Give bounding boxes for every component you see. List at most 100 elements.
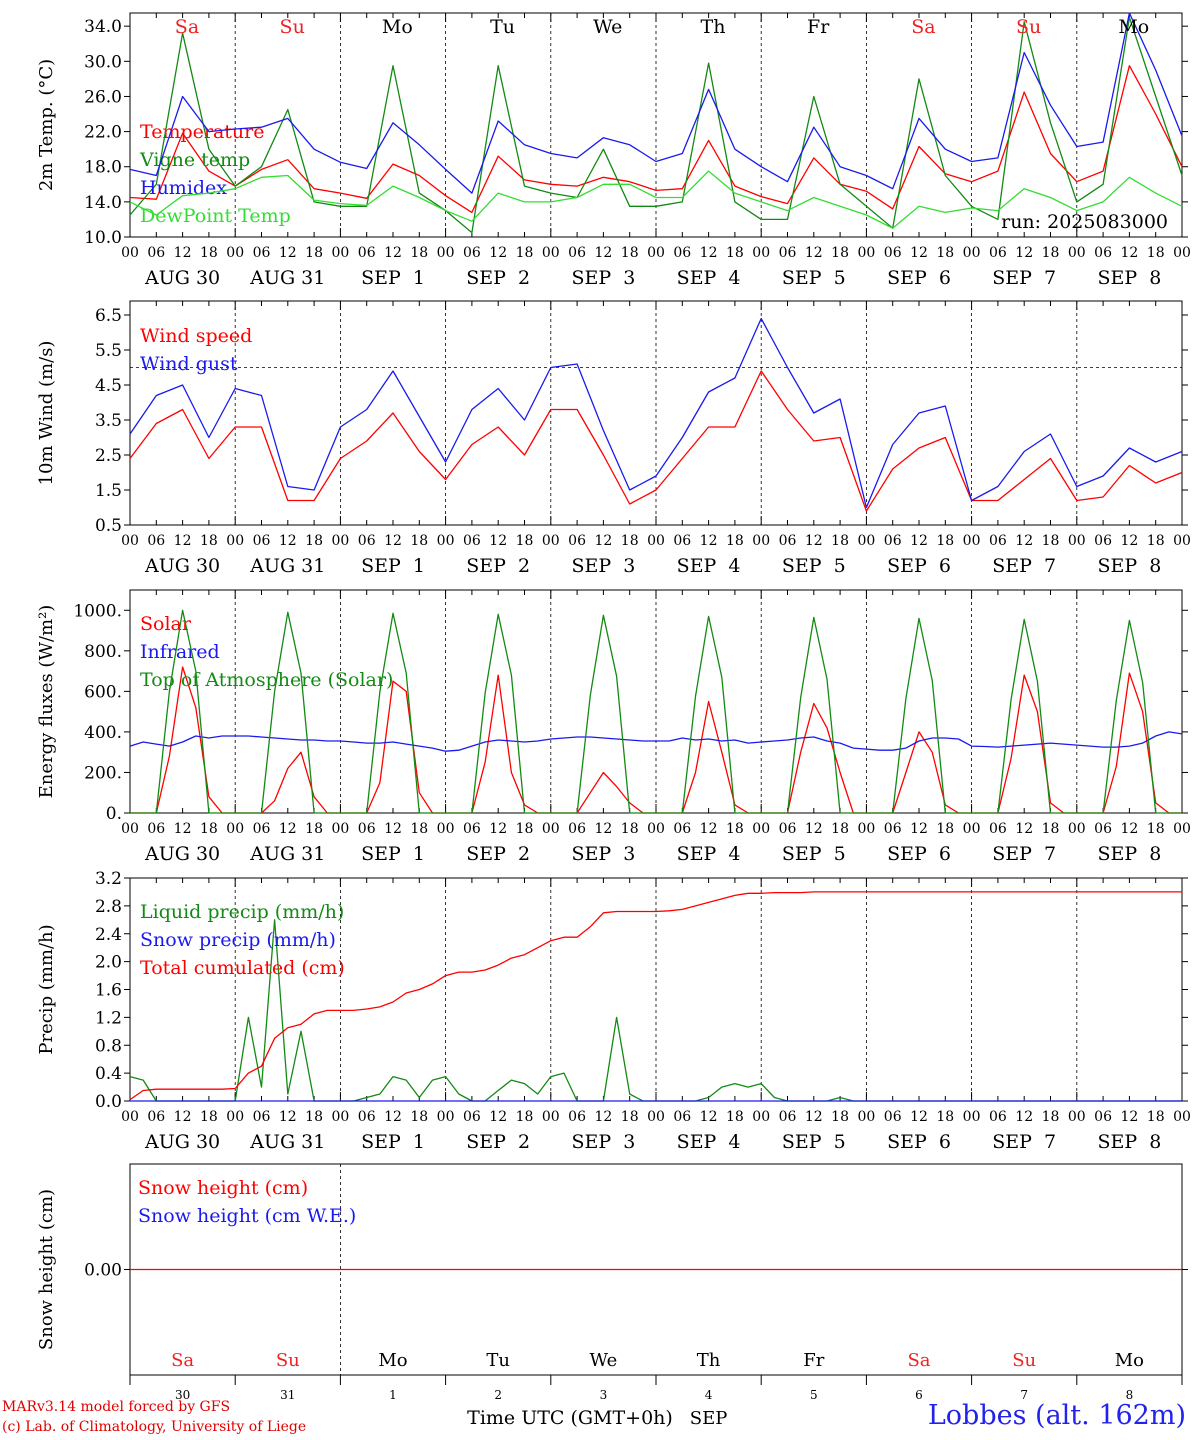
hour-label: 06 [253,821,271,837]
hour-label: 00 [437,533,455,549]
hour-label: 00 [1068,533,1086,549]
hour-label: 06 [568,533,586,549]
hour-label: 18 [305,533,323,549]
date-label: SEP 5 [782,1131,846,1153]
hour-label: 06 [884,821,902,837]
date-label: SEP 5 [782,555,846,577]
date-label: SEP 2 [466,267,530,289]
y-tick-label: 22.0 [84,123,122,143]
y-axis-label: Energy fluxes (W/m²) [36,605,57,799]
date-label: AUG 31 [249,555,325,577]
date-label: SEP 2 [466,843,530,865]
y-tick-label: 0.4 [95,1064,122,1084]
hour-label: 00 [647,533,665,549]
hour-label: 00 [857,533,875,549]
hour-label: 18 [200,821,218,837]
y-tick-label: 3.2 [95,869,122,889]
date-label: SEP 7 [992,843,1056,865]
hour-label: 06 [253,245,271,261]
station-label: Lobbes (alt. 162m) [927,1400,1186,1431]
y-tick-label: 1.5 [95,481,122,501]
day-number: 6 [915,1388,923,1402]
y-tick-label: 0.00 [84,1261,122,1281]
date-label: SEP 6 [887,555,951,577]
hour-label: 00 [647,821,665,837]
hour-label: 06 [568,1109,586,1125]
hour-label: 06 [673,1109,691,1125]
hour-label: 18 [305,1109,323,1125]
date-label: SEP 3 [571,267,635,289]
series-line [129,370,1183,512]
hour-label: 18 [1147,533,1165,549]
hour-label: 12 [700,1109,718,1125]
month-label: SEP [690,1408,728,1429]
hour-label: 06 [147,821,165,837]
y-tick-label: 200. [84,763,122,783]
hour-label: 12 [1120,821,1138,837]
hour-label: 00 [1068,1109,1086,1125]
hour-label: 06 [989,533,1007,549]
legend-entry: Total cumulated (cm) [140,957,345,979]
y-tick-label: 1000. [73,601,122,621]
hour-label: 12 [384,821,402,837]
y-tick-label: 2.5 [95,446,122,466]
hour-label: 06 [1094,533,1112,549]
hour-label: 18 [621,245,639,261]
date-label: SEP 8 [1097,843,1161,865]
hour-label: 18 [410,821,428,837]
series-line [129,317,1183,509]
hour-label: 00 [1173,245,1191,261]
day-number: 2 [494,1388,502,1402]
date-label: SEP 4 [677,555,741,577]
hour-label: 00 [121,821,139,837]
day-name: Mo [1118,16,1149,38]
hour-label: 00 [647,245,665,261]
hour-label: 12 [1120,1109,1138,1125]
hour-label: 00 [226,245,244,261]
hour-label: 18 [305,821,323,837]
hour-label: 18 [1147,821,1165,837]
series-line [130,609,1182,814]
hour-label: 18 [831,821,849,837]
hour-label: 12 [174,245,192,261]
legend-entry: Wind speed [140,325,252,347]
hour-label: 12 [805,245,823,261]
hour-label: 06 [884,245,902,261]
y-tick-label: 30.0 [84,52,122,72]
date-label: SEP 5 [782,267,846,289]
hour-label: 12 [805,533,823,549]
hour-label: 12 [1120,533,1138,549]
hour-label: 18 [936,533,954,549]
hour-label: 18 [621,1109,639,1125]
hour-label: 00 [752,1109,770,1125]
date-label: SEP 7 [992,555,1056,577]
y-tick-label: 0.0 [95,1092,122,1112]
hour-label: 06 [884,533,902,549]
hour-label: 12 [1015,821,1033,837]
hour-label: 06 [358,245,376,261]
y-tick-label: 5.5 [95,341,122,361]
hour-label: 18 [831,533,849,549]
hour-label: 18 [516,1109,534,1125]
legend-entry: Liquid precip (mm/h) [140,901,344,923]
hour-label: 06 [568,821,586,837]
hour-label: 12 [910,245,928,261]
series-line [129,170,1183,229]
time-axis-label: Time UTC (GMT+0h) [467,1407,673,1429]
date-label: SEP 5 [782,843,846,865]
hour-label: 06 [147,1109,165,1125]
day-number: 7 [1020,1388,1028,1402]
hour-label: 12 [594,821,612,837]
y-axis-label: Snow height (cm) [36,1189,57,1350]
hour-label: 00 [647,1109,665,1125]
hour-label: 00 [542,1109,560,1125]
hour-label: 06 [989,245,1007,261]
legend-entry: Snow precip (mm/h) [140,929,336,951]
hour-label: 00 [963,533,981,549]
hour-label: 18 [621,821,639,837]
date-label: SEP 4 [677,267,741,289]
hour-label: 06 [253,533,271,549]
y-tick-label: 2.8 [95,897,122,917]
hour-label: 18 [516,821,534,837]
hour-label: 12 [1015,245,1033,261]
